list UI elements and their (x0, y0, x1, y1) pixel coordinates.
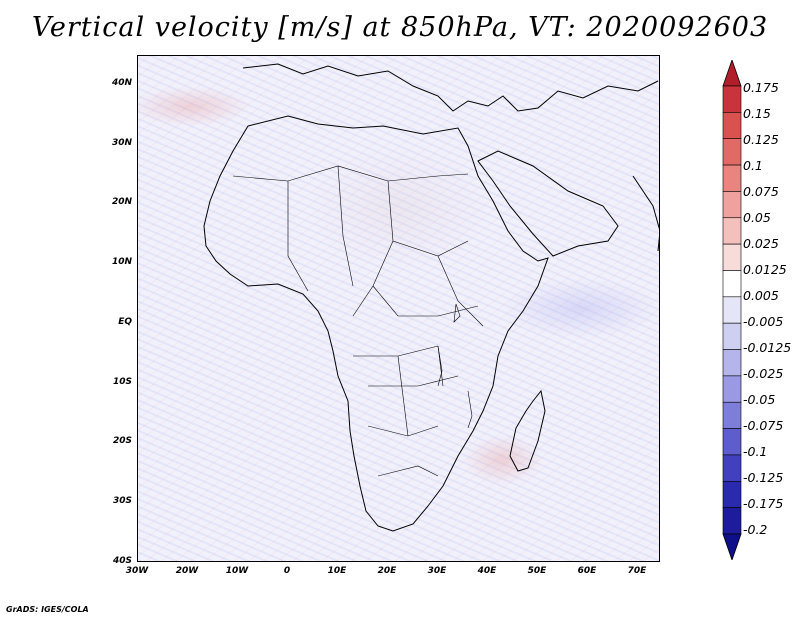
lakes (437, 303, 473, 429)
coastline-arabia (477, 150, 619, 257)
lon-tick-label: 0 (283, 566, 291, 576)
coastline-india (632, 175, 659, 252)
colorbar-label: 0.0125 (743, 262, 787, 277)
colorbar-label: 0.05 (743, 210, 771, 225)
lat-tick-label: EQ (118, 317, 132, 327)
lon-tick-label: 30W (125, 566, 149, 576)
colorbar-segment (722, 191, 742, 219)
country-borders (232, 165, 484, 477)
lon-tick-label: 10W (225, 566, 249, 576)
colorbar-label: -0.075 (743, 418, 784, 433)
colorbar-label: 0.175 (743, 80, 779, 95)
lon-tick-label: 50E (527, 566, 547, 576)
colorbar-label: -0.025 (743, 366, 784, 381)
lat-tick-label: 30S (112, 496, 132, 506)
colorbar-arrow-top (722, 60, 742, 87)
colorbar-segment (722, 428, 742, 456)
colorbar-label: 0.1 (743, 158, 763, 173)
colorbar-arrow-bottom (722, 533, 742, 560)
lon-tick-label: 70E (627, 566, 647, 576)
lon-tick-label: 20E (377, 566, 397, 576)
lon-tick-label: 10E (327, 566, 347, 576)
coastline-madagascar (509, 389, 546, 472)
coastline-africa (203, 115, 549, 532)
lon-tick-label: 20W (175, 566, 199, 576)
grads-credit: GrADS: IGES/COLA (6, 605, 89, 614)
colorbar-label: -0.05 (743, 392, 776, 407)
colorbar-label: -0.0125 (743, 340, 792, 355)
colorbar-segment (722, 322, 742, 350)
colorbar-segment (722, 296, 742, 324)
colorbar-segment (722, 217, 742, 245)
colorbar-label: -0.1 (743, 444, 768, 459)
lon-tick-label: 40E (477, 566, 497, 576)
lat-tick-label: 10S (112, 377, 132, 387)
colorbar-segment (722, 138, 742, 166)
colorbar-segment (722, 112, 742, 140)
colorbar-segment (722, 401, 742, 429)
lat-tick-label: 40N (111, 78, 132, 88)
colorbar-label: -0.2 (743, 522, 768, 537)
colorbar-segment (722, 243, 742, 271)
africa-map (203, 63, 659, 532)
lon-tick-label: 30E (427, 566, 447, 576)
colorbar-segment (722, 480, 742, 508)
lat-tick-label: 20N (111, 197, 132, 207)
coastline-europe (242, 63, 659, 112)
colorbar-label: -0.005 (743, 314, 784, 329)
colorbar-label: 0.075 (743, 184, 779, 199)
colorbar-segment (722, 85, 742, 113)
colorbar-label: -0.175 (743, 496, 784, 511)
colorbar-label: 0.15 (743, 106, 771, 121)
colorbar (722, 60, 742, 560)
colorbar-segment (722, 375, 742, 403)
colorbar-segment (722, 454, 742, 482)
colorbar-segment (722, 164, 742, 192)
colorbar-segment (722, 507, 742, 535)
lat-tick-label: 40S (112, 556, 132, 566)
lat-tick-label: 10N (111, 257, 132, 267)
colorbar-label: 0.125 (743, 132, 779, 147)
lat-tick-label: 20S (112, 436, 132, 446)
colorbar-segment (722, 270, 742, 298)
lon-tick-label: 60E (577, 566, 597, 576)
map-title: Vertical velocity [m/s] at 850hPa, VT: 2… (31, 12, 769, 43)
colorbar-label: 0.025 (743, 236, 779, 251)
colorbar-label: -0.125 (743, 470, 784, 485)
map-plot-area (137, 55, 660, 562)
colorbar-label: 0.005 (743, 288, 779, 303)
lat-tick-label: 30N (111, 138, 132, 148)
colorbar-segment (722, 349, 742, 377)
